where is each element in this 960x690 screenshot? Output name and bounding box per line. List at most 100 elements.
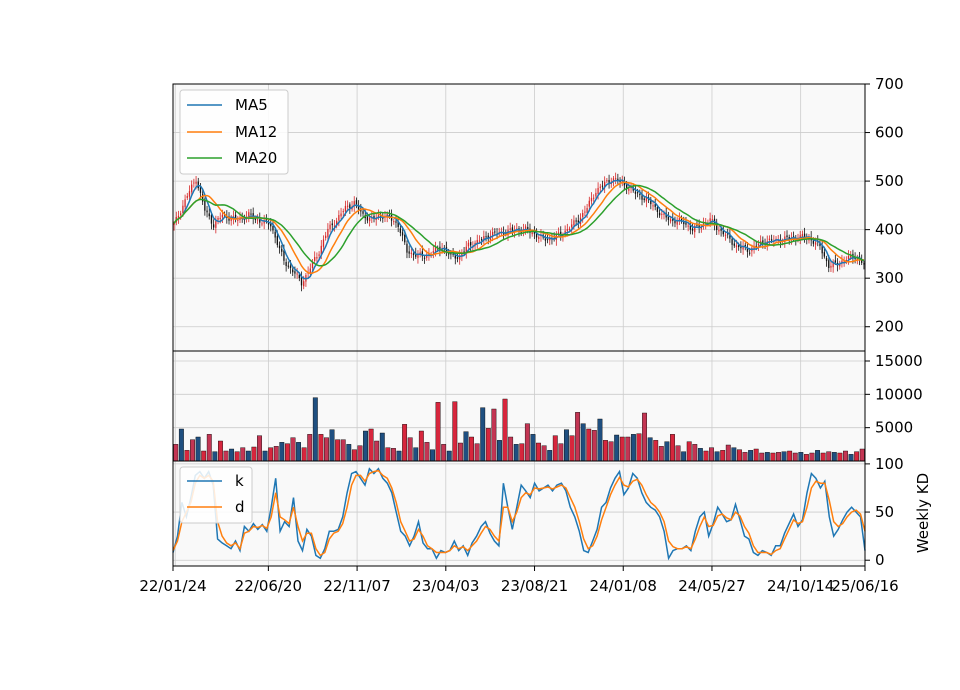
volume-bar — [837, 452, 843, 462]
candle-body — [395, 221, 397, 223]
candle-body — [691, 228, 694, 231]
candle-body — [212, 224, 215, 228]
legend-label-ma20: MA20 — [235, 149, 277, 167]
candle-body — [828, 260, 830, 269]
candle-body — [188, 191, 191, 197]
candle-body — [265, 219, 268, 221]
x-tick-label: 25/06/16 — [831, 577, 898, 595]
candle-body — [560, 231, 562, 236]
volume-bar — [234, 451, 240, 462]
volume-bar — [536, 442, 541, 462]
volume-bar — [485, 428, 491, 462]
kd-y-tick-label: 50 — [875, 503, 894, 521]
candle-body — [465, 246, 467, 253]
volume-bar — [843, 450, 848, 462]
x-axis: 22/01/24 22/06/20 22/11/07 23/04/03 23/08/21… — [139, 566, 899, 595]
candle-body — [491, 231, 494, 236]
candle-body — [470, 242, 472, 246]
volume-bar — [201, 450, 207, 462]
candle-body — [641, 195, 643, 200]
candle-body — [845, 259, 847, 261]
candle-body — [259, 217, 261, 223]
candle-body — [461, 252, 463, 257]
volume-bar — [552, 435, 558, 462]
candle-body — [731, 238, 733, 245]
candle-body — [768, 238, 771, 240]
volume-y-tick-label: 10000 — [875, 385, 923, 403]
volume-bar — [424, 442, 430, 462]
candle-body — [459, 255, 461, 260]
candle-body — [863, 263, 865, 265]
volume-bar — [664, 441, 670, 462]
volume-bar — [391, 448, 396, 462]
candle-body — [821, 246, 823, 254]
kd-d-line — [172, 469, 866, 557]
volume-bar — [770, 452, 776, 462]
candle-body — [366, 216, 369, 221]
candle-body — [716, 224, 718, 230]
candle-body — [564, 230, 566, 234]
volume-bar — [435, 402, 441, 462]
candle-body — [248, 212, 250, 217]
candle-body — [533, 231, 536, 234]
volume-bar — [257, 435, 262, 462]
x-tick-label: 23/08/21 — [501, 577, 568, 595]
volume-bar — [223, 450, 229, 462]
candle-body — [535, 232, 538, 238]
volume-bar — [614, 434, 620, 462]
candle-body — [738, 244, 740, 248]
candle-body — [749, 252, 751, 254]
candle-body — [401, 232, 404, 236]
volume-bar — [363, 430, 368, 462]
candle-body — [735, 245, 738, 248]
candle-body — [678, 218, 681, 220]
candle-body — [606, 180, 608, 182]
candle-body — [634, 191, 637, 194]
volume-bar — [245, 450, 251, 462]
volume-bar — [798, 452, 804, 462]
volume-bar — [803, 454, 809, 462]
x-tick-label: 22/06/20 — [235, 577, 302, 595]
candle-body — [228, 216, 230, 221]
price-y-tick-label: 200 — [875, 318, 904, 336]
volume-bar — [792, 452, 798, 462]
candle-body — [724, 234, 727, 236]
candle-body — [342, 211, 344, 213]
volume-y-tick-label: 5000 — [875, 419, 913, 437]
volume-bar — [630, 434, 636, 462]
x-tick-label: 23/04/03 — [412, 577, 479, 595]
candle-body — [834, 260, 837, 263]
candle-body — [698, 224, 700, 228]
volume-bar — [446, 450, 452, 462]
candle-body — [182, 205, 184, 214]
candle-body — [601, 185, 604, 187]
candle-body — [349, 204, 351, 209]
candle-body — [746, 247, 749, 252]
candle-body — [538, 237, 540, 239]
candle-body — [702, 223, 705, 226]
volume-bar — [697, 448, 703, 462]
volume-bar — [675, 445, 681, 462]
candle-body — [571, 224, 573, 228]
volume-bar — [279, 442, 285, 462]
volume-bar — [251, 446, 257, 462]
candle-body — [221, 214, 224, 218]
candle-body — [272, 226, 274, 231]
candle-body — [639, 194, 641, 196]
candle-body — [623, 181, 626, 186]
price-legend: MA5 MA12 MA20 — [179, 89, 289, 175]
candle-body — [861, 260, 863, 263]
candle-body — [177, 215, 180, 219]
candle-body — [254, 219, 257, 221]
volume-y-tick-label: 15000 — [875, 352, 923, 370]
volume-bar — [407, 437, 413, 462]
candle-body — [665, 213, 667, 218]
x-tick-label: 24/01/08 — [590, 577, 657, 595]
candle-body — [766, 241, 768, 247]
x-tick-label: 22/11/07 — [323, 577, 390, 595]
candle-body — [423, 257, 426, 259]
candle-body — [285, 262, 287, 266]
candle-body — [788, 237, 790, 240]
candle-body — [320, 245, 322, 255]
candle-body — [419, 252, 421, 254]
